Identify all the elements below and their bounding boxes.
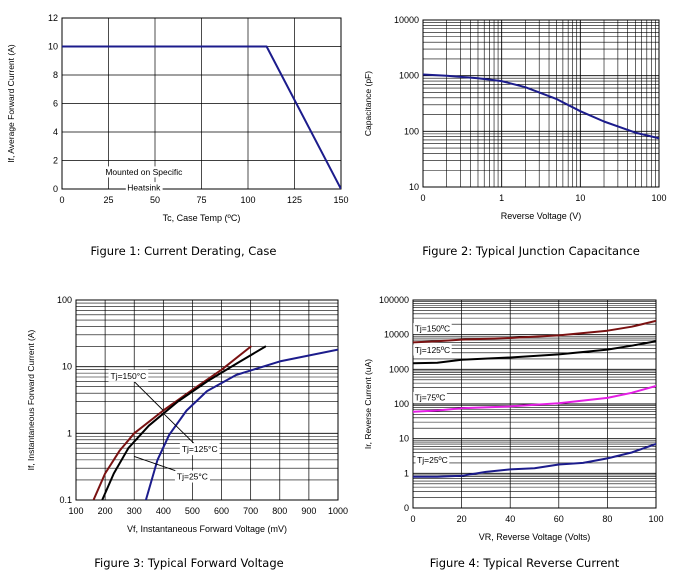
annotation-bg: [413, 323, 452, 335]
x-tick-label: 1: [499, 193, 504, 203]
grid: [412, 300, 657, 509]
y-tick-label: 12: [48, 13, 58, 23]
x-tick-label: 100: [648, 514, 663, 524]
x-tick-label: 300: [127, 506, 142, 516]
y-tick-label: 1: [404, 468, 409, 478]
annotation-label: Tj=125°C: [182, 444, 218, 454]
annotation-label: Tj=125ºC: [415, 345, 450, 355]
series-line-3: [413, 385, 656, 413]
y-tick-label: 8: [53, 70, 58, 80]
annotation-bg: [415, 454, 450, 466]
y-axis-label: Capacitance (pF): [363, 71, 373, 136]
annotation-label: Tj=150ºC: [415, 324, 450, 334]
x-tick-label: 600: [214, 506, 229, 516]
y-tick-label: 2: [53, 156, 58, 166]
x-tick-label: 0: [59, 195, 64, 205]
series-line-1: [423, 73, 659, 140]
plot-frame: [61, 17, 342, 190]
plot-frame: [422, 19, 660, 188]
x-tick-label: 80: [602, 514, 612, 524]
figure-3: 100 200 300 400 500 600 700 800 900 1000 0.1 1 10 100…: [26, 295, 348, 570]
x-tick-label: 700: [243, 506, 258, 516]
x-axis-label: Vf, Instantaneous Forward Voltage (mV): [127, 524, 287, 534]
x-tick-label: 500: [185, 506, 200, 516]
x-tick-label: 75: [196, 195, 206, 205]
annotation-bg: [413, 344, 452, 356]
figure-1: 0 25 50 75 100 125 150 0 2 4 6 8 10 12 Tc, Case Temp (…: [6, 13, 349, 258]
figure-caption: Figure 3: Typical Forward Voltage: [94, 556, 283, 570]
y-tick-label: 10: [399, 434, 409, 444]
y-tick-label: 10: [62, 362, 72, 372]
y-tick-label: 1: [67, 428, 72, 438]
y-tick-label: 100: [394, 399, 409, 409]
y-tick-label: 10000: [384, 330, 409, 340]
x-tick-label: 400: [156, 506, 171, 516]
annotation-label: Tj=75ºC: [415, 392, 446, 402]
x-tick-label: 60: [554, 514, 564, 524]
series-line-1: [92, 345, 252, 500]
annotation-label: Tj=25°C: [177, 472, 208, 482]
y-tick-label: 6: [53, 99, 58, 109]
y-axis-label: Ir, Reverse Current (uA): [363, 359, 373, 449]
y-tick-label: 1000: [399, 71, 419, 81]
x-axis-label: Reverse Voltage (V): [501, 211, 582, 221]
series-line-1: [413, 319, 656, 344]
x-tick-label: 125: [287, 195, 302, 205]
x-tick-label: 100: [240, 195, 255, 205]
series-line-1: [62, 45, 341, 189]
y-tick-label: 0: [53, 184, 58, 194]
series-line-4: [413, 443, 656, 478]
x-tick-label: 10: [575, 193, 585, 203]
annotation-bg: [174, 470, 210, 483]
series-line-3: [144, 348, 338, 500]
plot-frame: [412, 299, 657, 509]
x-tick-label: 800: [272, 506, 287, 516]
x-tick-label: 50: [150, 195, 160, 205]
plot-frame: [75, 299, 339, 501]
x-tick-label: 900: [301, 506, 316, 516]
figure-caption: Figure 4: Typical Reverse Current: [430, 556, 620, 570]
x-tick-label: 100: [68, 506, 83, 516]
y-axis-label: If, Instantaneous Forward Current (A): [26, 329, 36, 470]
x-tick-label: 200: [98, 506, 113, 516]
x-tick-label: 25: [103, 195, 113, 205]
y-tick-label: 4: [53, 127, 58, 137]
y-tick-label: 1000: [389, 364, 409, 374]
series-line-2: [413, 340, 656, 365]
y-tick-label: 100: [404, 126, 419, 136]
figure-2: 0 1 10 100 10 100 1000 10000 Reverse Voltage (V)…: [363, 15, 667, 258]
annotation-label: Mounted on Specific: [105, 167, 183, 177]
annotation-label: Heatsink: [127, 183, 161, 193]
y-tick-label: 0.1: [59, 495, 72, 505]
x-tick-label: 100: [651, 193, 666, 203]
y-axis-label: If, Average Forward Current (A): [6, 44, 16, 163]
x-tick-label: 40: [505, 514, 515, 524]
figure-caption: Figure 1: Current Derating, Case: [91, 244, 277, 258]
y-tick-label: 100000: [379, 295, 409, 305]
grid: [61, 17, 342, 190]
x-tick-label: 20: [457, 514, 467, 524]
figure-caption: Figure 2: Typical Junction Capacitance: [422, 244, 640, 258]
y-tick-label: 0: [404, 503, 409, 513]
annotation-label: Tj=25ºC: [417, 455, 448, 465]
annotation-bg: [413, 391, 447, 403]
x-tick-label: 150: [333, 195, 348, 205]
annotation-label: Tj=150°C: [111, 371, 147, 381]
y-tick-label: 10000: [394, 15, 419, 25]
y-tick-label: 10: [409, 182, 419, 192]
x-tick-label: 0: [420, 193, 425, 203]
x-axis-label: Tc, Case Temp (ºC): [163, 213, 241, 223]
x-tick-label: 1000: [328, 506, 348, 516]
annotation-bg: [179, 443, 220, 456]
grid: [422, 20, 659, 188]
y-tick-label: 10: [48, 42, 58, 52]
x-axis-label: VR, Reverse Voltage (Volts): [479, 532, 591, 542]
annotation-bg: [108, 369, 149, 382]
x-tick-label: 0: [410, 514, 415, 524]
annotation-bg: [103, 166, 185, 178]
annotation-bg: [125, 182, 163, 194]
y-tick-label: 100: [57, 295, 72, 305]
